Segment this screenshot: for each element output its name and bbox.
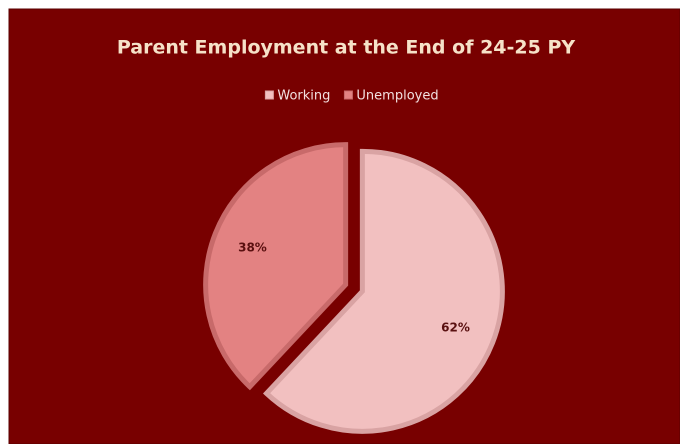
- pie-slice: [262, 148, 505, 434]
- legend-label: Unemployed: [356, 89, 438, 104]
- legend-swatch: [343, 90, 353, 100]
- pie-slice: [203, 142, 349, 391]
- legend-swatch: [264, 90, 274, 100]
- data-label: 38%: [238, 240, 267, 254]
- data-label: 62%: [441, 321, 470, 335]
- legend-label: Working: [277, 89, 330, 104]
- chart-title: Parent Employment at the End of 24-25 PY: [117, 37, 576, 59]
